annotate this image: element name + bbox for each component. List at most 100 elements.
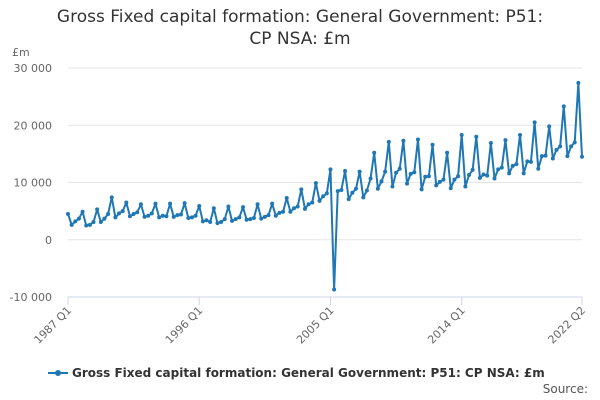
data-point[interactable] bbox=[463, 184, 468, 189]
data-point[interactable] bbox=[69, 222, 74, 227]
data-point[interactable] bbox=[277, 210, 282, 215]
data-point[interactable] bbox=[507, 171, 512, 176]
data-point[interactable] bbox=[383, 169, 388, 174]
data-point[interactable] bbox=[255, 202, 260, 207]
data-point[interactable] bbox=[222, 217, 227, 222]
data-point[interactable] bbox=[434, 183, 439, 188]
data-point[interactable] bbox=[386, 139, 391, 144]
data-point[interactable] bbox=[477, 175, 482, 180]
data-point[interactable] bbox=[160, 213, 165, 218]
data-point[interactable] bbox=[466, 173, 471, 178]
data-point[interactable] bbox=[350, 190, 355, 195]
data-point[interactable] bbox=[452, 177, 457, 182]
data-point[interactable] bbox=[270, 201, 275, 206]
data-point[interactable] bbox=[550, 156, 555, 161]
data-point[interactable] bbox=[437, 179, 442, 184]
data-point[interactable] bbox=[288, 209, 293, 214]
data-point[interactable] bbox=[299, 187, 304, 192]
data-point[interactable] bbox=[146, 213, 151, 218]
data-point[interactable] bbox=[95, 207, 100, 212]
data-point[interactable] bbox=[408, 171, 413, 176]
data-point[interactable] bbox=[310, 200, 315, 205]
data-point[interactable] bbox=[569, 144, 574, 149]
data-point[interactable] bbox=[565, 154, 570, 159]
data-point[interactable] bbox=[488, 141, 493, 145]
data-point[interactable] bbox=[470, 167, 475, 172]
data-point[interactable] bbox=[102, 216, 107, 221]
data-point[interactable] bbox=[248, 217, 253, 222]
data-point[interactable] bbox=[332, 287, 337, 292]
data-point[interactable] bbox=[485, 173, 490, 178]
data-point[interactable] bbox=[66, 211, 70, 216]
data-point[interactable] bbox=[423, 174, 428, 179]
data-point[interactable] bbox=[233, 217, 238, 222]
data-point[interactable] bbox=[397, 166, 402, 171]
data-point[interactable] bbox=[543, 153, 548, 158]
data-point[interactable] bbox=[171, 214, 176, 219]
data-point[interactable] bbox=[189, 215, 194, 220]
data-point[interactable] bbox=[168, 201, 173, 206]
data-point[interactable] bbox=[492, 176, 497, 181]
data-point[interactable] bbox=[496, 167, 501, 172]
data-point[interactable] bbox=[124, 200, 129, 205]
data-point[interactable] bbox=[281, 209, 286, 214]
data-point[interactable] bbox=[273, 213, 278, 218]
data-point[interactable] bbox=[240, 205, 245, 210]
data-point[interactable] bbox=[445, 150, 450, 155]
data-point[interactable] bbox=[295, 204, 300, 209]
data-point[interactable] bbox=[302, 206, 307, 211]
data-point[interactable] bbox=[117, 211, 122, 216]
data-point[interactable] bbox=[142, 214, 147, 219]
data-point[interactable] bbox=[448, 186, 453, 191]
data-point[interactable] bbox=[375, 186, 380, 191]
data-point[interactable] bbox=[262, 214, 267, 219]
data-point[interactable] bbox=[379, 179, 384, 184]
data-point[interactable] bbox=[343, 169, 348, 174]
data-point[interactable] bbox=[259, 216, 264, 221]
data-point[interactable] bbox=[182, 201, 187, 206]
data-point[interactable] bbox=[547, 124, 552, 129]
data-point[interactable] bbox=[91, 220, 96, 224]
data-point[interactable] bbox=[405, 181, 410, 186]
data-point[interactable] bbox=[353, 186, 358, 191]
data-point[interactable] bbox=[481, 172, 486, 177]
data-point[interactable] bbox=[474, 134, 479, 139]
data-point[interactable] bbox=[521, 171, 526, 176]
data-point[interactable] bbox=[419, 187, 424, 192]
data-point[interactable] bbox=[394, 170, 399, 175]
data-point[interactable] bbox=[558, 144, 563, 149]
data-point[interactable] bbox=[109, 195, 114, 200]
data-point[interactable] bbox=[266, 213, 271, 218]
data-point[interactable] bbox=[219, 220, 224, 224]
data-point[interactable] bbox=[157, 215, 162, 220]
data-point[interactable] bbox=[580, 154, 584, 159]
data-point[interactable] bbox=[361, 195, 366, 200]
data-point[interactable] bbox=[135, 210, 140, 215]
data-point[interactable] bbox=[368, 176, 373, 181]
data-point[interactable] bbox=[539, 154, 544, 159]
data-point[interactable] bbox=[138, 202, 143, 207]
data-point[interactable] bbox=[536, 166, 541, 171]
data-point[interactable] bbox=[120, 209, 125, 214]
data-point[interactable] bbox=[193, 213, 198, 218]
data-point[interactable] bbox=[179, 212, 184, 217]
data-point[interactable] bbox=[401, 138, 406, 143]
data-point[interactable] bbox=[76, 216, 81, 221]
data-point[interactable] bbox=[518, 132, 523, 137]
data-point[interactable] bbox=[80, 209, 85, 214]
data-point[interactable] bbox=[204, 218, 209, 223]
data-point[interactable] bbox=[87, 222, 92, 227]
data-point[interactable] bbox=[335, 189, 340, 194]
data-point[interactable] bbox=[572, 140, 577, 145]
data-point[interactable] bbox=[456, 174, 461, 179]
data-point[interactable] bbox=[292, 206, 297, 211]
data-point[interactable] bbox=[106, 211, 111, 216]
data-point[interactable] bbox=[357, 169, 362, 174]
data-point[interactable] bbox=[459, 132, 464, 137]
series-line[interactable] bbox=[67, 81, 583, 291]
data-point[interactable] bbox=[153, 201, 158, 206]
data-point[interactable] bbox=[510, 163, 515, 168]
data-point[interactable] bbox=[528, 159, 533, 164]
data-point[interactable] bbox=[208, 220, 213, 224]
data-point[interactable] bbox=[554, 147, 559, 152]
